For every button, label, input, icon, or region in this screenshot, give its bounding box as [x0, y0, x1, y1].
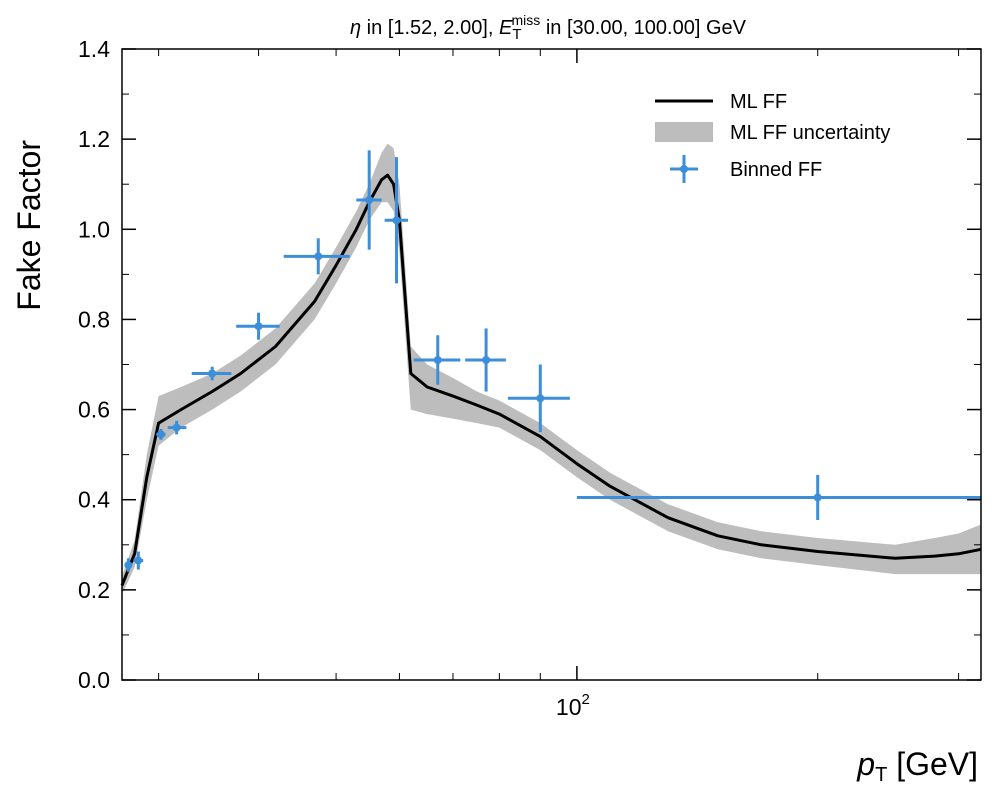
title-eta-symbol: η [350, 17, 361, 39]
binned-ff-marker [314, 252, 323, 261]
x-tick-label-base: 10 [556, 694, 582, 720]
ml-ff-uncertainty-band [122, 143, 981, 595]
binned-ff-marker [172, 423, 181, 432]
x-axis-label: pT [GeV] [856, 746, 978, 786]
title-eta-range: in [1.52, 2.00], [361, 17, 499, 39]
binned-ff-point-13 [576, 474, 981, 520]
x-tick-label: 102 [556, 691, 590, 720]
binned-ff-marker [134, 556, 143, 565]
legend-uncertainty-label: ML FF uncertainty [730, 122, 890, 144]
y-tick-label: 0.0 [78, 667, 110, 693]
legend-uncertainty-swatch [655, 122, 713, 142]
y-tick-label: 0.4 [78, 487, 110, 513]
y-tick-label: 0.8 [78, 306, 110, 332]
y-axis-label: Fake Factor [11, 140, 47, 311]
plot-frame [121, 48, 982, 681]
y-tick-label: 1.2 [78, 126, 110, 152]
chart-title: η in [1.52, 2.00], ETmiss in [30.00, 100… [350, 12, 747, 43]
binned-ff-point-7 [283, 238, 350, 275]
binned-ff-point-4 [167, 420, 187, 435]
binned-ff-marker [536, 394, 545, 403]
legend-binned-label: Binned FF [730, 159, 822, 181]
title-met-range: in [30.00, 100.00] GeV [540, 17, 746, 39]
ml-ff-line [120, 173, 982, 586]
ml-ff-uncertainty-band-layer [122, 143, 981, 595]
x-tick-label-exponent: 2 [582, 691, 590, 708]
title-met-superscript: miss [512, 12, 541, 28]
axis-ticks: 0.0 0.2 0.4 0.6 0.8 1.0 1.2 1.4 102 [78, 36, 981, 720]
title-met-symbol: E [499, 17, 513, 39]
binned-ff-point-9 [384, 157, 408, 284]
binned-ff-point-8 [356, 150, 382, 250]
binned-ff-point-3 [156, 428, 166, 440]
y-tick-label: 0.2 [78, 577, 110, 603]
legend: ML FF ML FF uncertainty Binned FF [655, 91, 890, 183]
binned-ff-point-2 [133, 551, 144, 570]
binned-ff-point-11 [465, 328, 506, 392]
binned-ff-point-10 [413, 335, 461, 385]
ml-ff-line-layer [120, 173, 982, 586]
x-label-unit: [GeV] [887, 746, 978, 782]
binned-ff-marker [208, 369, 217, 378]
binned-ff-point-1 [124, 558, 133, 572]
binned-ff-point-5 [191, 366, 232, 381]
y-tick-label: 0.6 [78, 397, 110, 423]
binned-ff-marker [124, 561, 133, 570]
binned-ff-marker [482, 355, 491, 364]
title-met-subscript: T [512, 26, 521, 43]
x-label-symbol: p [856, 746, 875, 782]
binned-ff-points-layer [124, 150, 981, 572]
legend-ml-ff-label: ML FF [730, 91, 787, 113]
binned-ff-marker [813, 493, 822, 502]
binned-ff-marker [156, 430, 165, 439]
binned-ff-marker [254, 322, 263, 331]
x-label-subscript: T [875, 764, 887, 786]
binned-ff-point-12 [507, 364, 570, 433]
legend-binned-marker [680, 165, 688, 173]
binned-ff-marker [365, 195, 374, 204]
binned-ff-marker [392, 216, 401, 225]
y-tick-label: 1.0 [78, 216, 110, 242]
y-tick-label: 1.4 [78, 36, 110, 62]
binned-ff-point-6 [236, 312, 280, 340]
binned-ff-marker [433, 355, 442, 364]
